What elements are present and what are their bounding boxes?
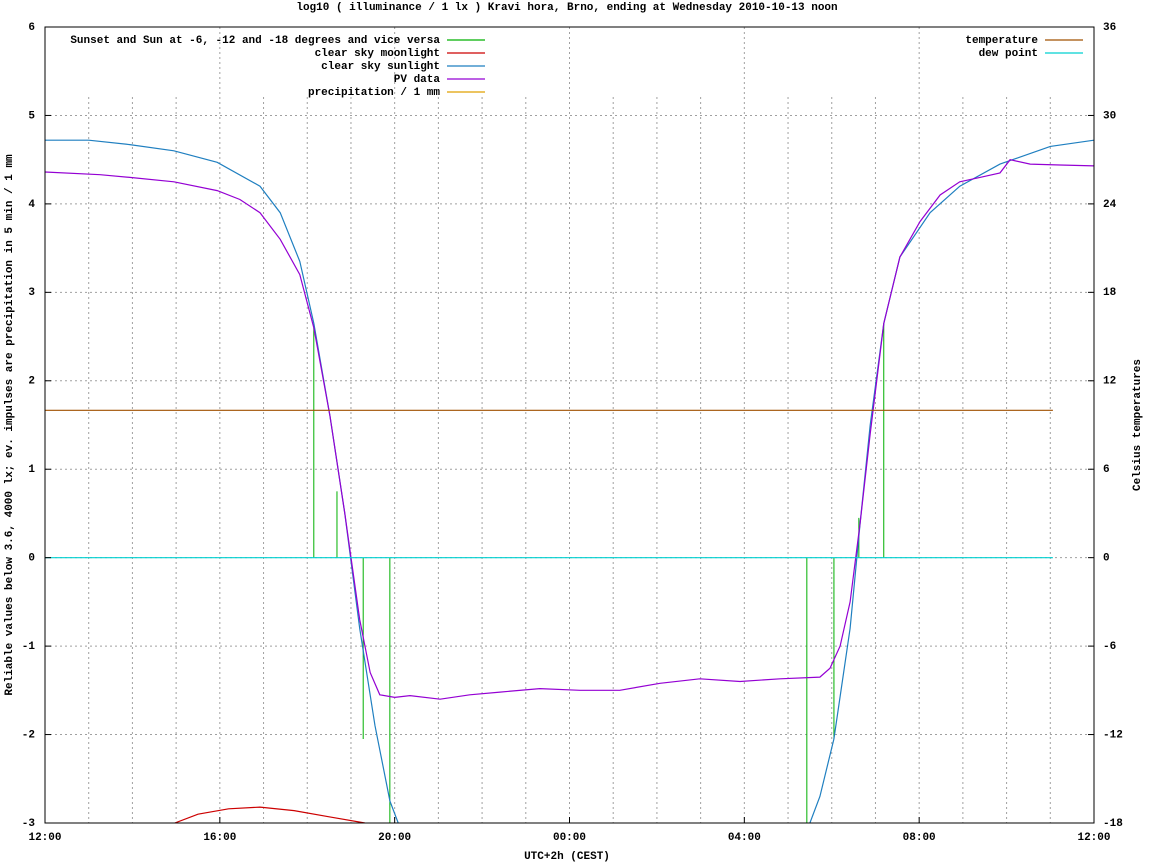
series-line <box>809 139 1094 823</box>
x-tick-label: 04:00 <box>728 832 761 844</box>
x-tick-label: 12:00 <box>28 832 61 844</box>
x-tick-label: 00:00 <box>553 832 586 844</box>
y-axis-label: Reliable values below 3.6, 4000 lx; ev. … <box>4 154 16 696</box>
series-line <box>174 806 366 823</box>
legend: Sunset and Sun at -6, -12 and -18 degree… <box>70 35 1083 99</box>
plot-area <box>45 139 1094 823</box>
y2-tick-label: 18 <box>1103 287 1117 299</box>
y-tick-label: 4 <box>28 199 35 211</box>
y2-tick-label: -12 <box>1103 729 1123 741</box>
legend-label: temperature <box>965 35 1038 47</box>
chart-title: log10 ( illuminance / 1 lx ) Kravi hora,… <box>296 2 837 14</box>
y2-tick-label: 12 <box>1103 376 1116 388</box>
legend-label: precipitation / 1 mm <box>308 87 440 99</box>
y-tick-label: -1 <box>22 641 36 653</box>
y-tick-label: 2 <box>28 376 35 388</box>
x-tick-label: 08:00 <box>903 832 936 844</box>
legend-label: Sunset and Sun at -6, -12 and -18 degree… <box>70 35 440 47</box>
y-tick-label: 3 <box>28 287 35 299</box>
y-tick-label: 6 <box>28 22 35 34</box>
y2-tick-label: 24 <box>1103 199 1117 211</box>
y2-tick-label: 30 <box>1103 110 1116 122</box>
y2-tick-label: -6 <box>1103 641 1116 653</box>
y-tick-label: -3 <box>22 818 36 830</box>
legend-label: PV data <box>394 74 441 86</box>
legend-label: clear sky moonlight <box>315 48 440 60</box>
x-tick-label: 12:00 <box>1077 832 1110 844</box>
y-tick-label: 0 <box>28 553 35 565</box>
y2-tick-label: -18 <box>1103 818 1123 830</box>
y2-tick-label: 6 <box>1103 464 1110 476</box>
y-tick-label: 1 <box>28 464 35 476</box>
legend-label: clear sky sunlight <box>321 61 440 73</box>
y2-tick-label: 0 <box>1103 553 1110 565</box>
legend-label: dew point <box>979 48 1038 60</box>
y2-tick-label: 36 <box>1103 22 1116 34</box>
series-line <box>45 159 1094 700</box>
y2-axis-label: Celsius temperatures <box>1132 359 1144 491</box>
y-tick-label: 5 <box>28 110 35 122</box>
x-tick-label: 20:00 <box>378 832 411 844</box>
y-tick-label: -2 <box>22 729 35 741</box>
x-tick-label: 16:00 <box>203 832 236 844</box>
x-axis-label: UTC+2h (CEST) <box>524 851 610 863</box>
series-line <box>45 139 399 823</box>
grid <box>45 27 1094 823</box>
